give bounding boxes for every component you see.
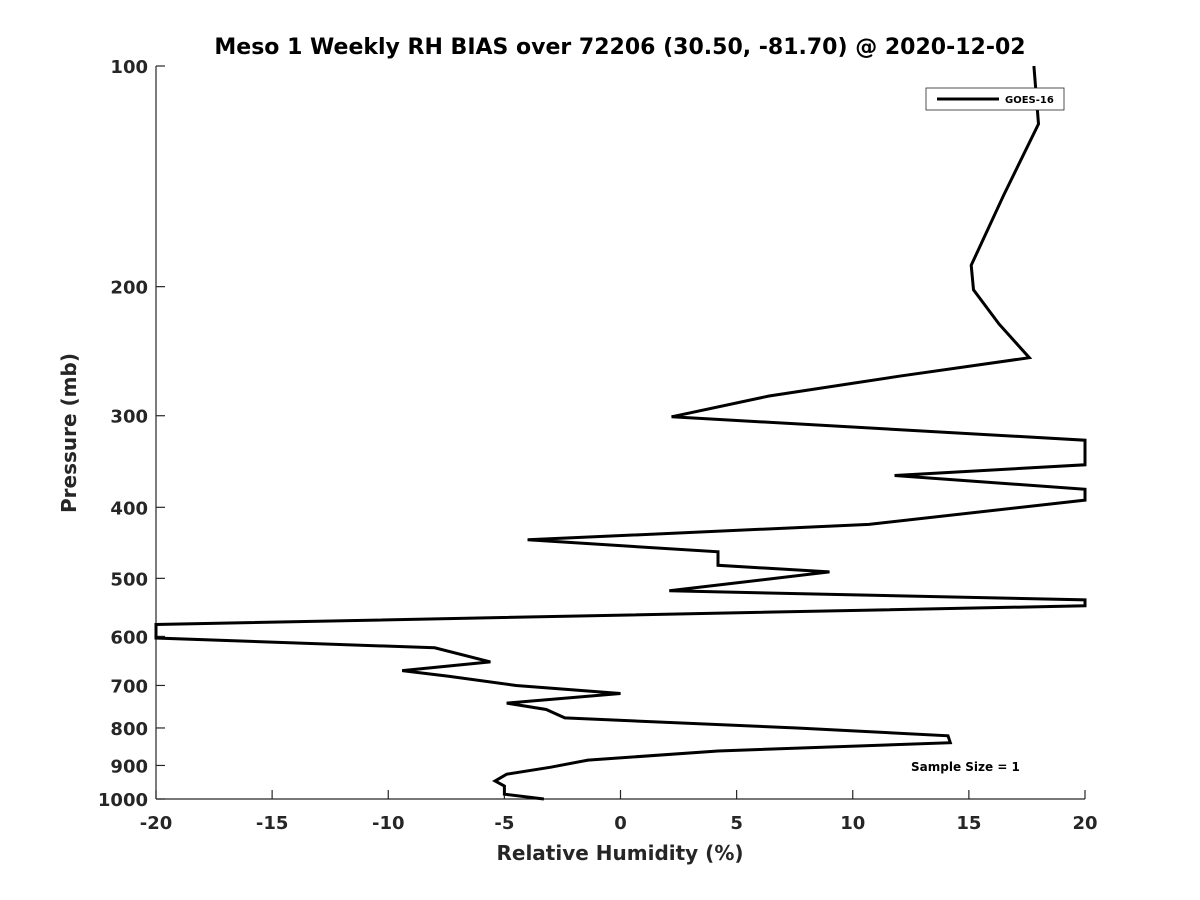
x-tick-label: 5: [730, 813, 743, 834]
x-axis-label: Relative Humidity (%): [496, 841, 743, 865]
y-tick-label: 400: [110, 498, 148, 519]
x-tick-label: -20: [140, 813, 173, 834]
y-ticks: 100 200 300 400 500 600 700 800 900 1000: [98, 57, 165, 811]
y-tick-label: 500: [110, 569, 148, 590]
y-tick-label: 100: [110, 57, 148, 78]
x-tick-label: 10: [840, 813, 865, 834]
sample-size-annotation: Sample Size = 1: [911, 760, 1020, 774]
y-tick-label: 900: [110, 756, 148, 777]
x-ticks: -20 -15 -10 -5 0 5 10 15 20: [140, 790, 1098, 834]
x-tick-label: 0: [614, 813, 627, 834]
y-axis-label: Pressure (mb): [57, 353, 81, 513]
y-tick-label: 700: [110, 676, 148, 697]
x-tick-label: -15: [256, 813, 289, 834]
y-tick-label: 600: [110, 627, 148, 648]
chart-title: Meso 1 Weekly RH BIAS over 72206 (30.50,…: [214, 35, 1025, 60]
x-tick-label: 15: [956, 813, 981, 834]
series-line-goes16: [154, 65, 1087, 801]
x-tick-label: -10: [372, 813, 405, 834]
x-tick-label: 20: [1072, 813, 1097, 834]
legend: GOES-16: [925, 87, 1065, 111]
legend-label: GOES-16: [1005, 95, 1054, 106]
y-tick-label: 300: [110, 407, 148, 428]
y-tick-label: 800: [110, 719, 148, 740]
y-tick-label: 1000: [98, 790, 148, 811]
x-tick-label: -5: [494, 813, 514, 834]
plot-area: -20 -15 -10 -5 0 5 10 15 20 100 200 300 400 500 600 70…: [98, 57, 1098, 834]
y-tick-label: 200: [110, 278, 148, 299]
